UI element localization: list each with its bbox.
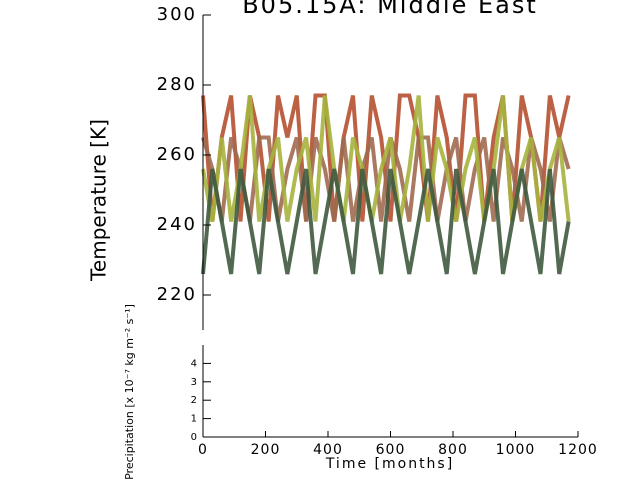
y-tick-label: 260 — [157, 144, 197, 165]
data-line — [201, 168, 571, 275]
x-axis-label: Time [months] — [325, 456, 454, 472]
data-line — [201, 95, 571, 222]
y-tick-label: 300 — [157, 4, 197, 25]
y-tick-label: 1 — [191, 414, 197, 425]
y-tick-label: 3 — [191, 377, 197, 388]
y-axis-label: Temperature [K] — [87, 119, 111, 282]
y-tick-label: 0 — [191, 432, 197, 443]
y-tick-label: 280 — [157, 74, 197, 95]
y-tick-label: 2 — [191, 395, 197, 406]
x-tick-label: 1000 — [496, 442, 536, 458]
chart-title: B05.15A: Middle East — [242, 0, 538, 19]
x-tick-label: 200 — [251, 442, 281, 458]
x-tick-label: 800 — [438, 442, 468, 458]
x-tick-label: 0 — [198, 442, 208, 458]
y-tick-label: 240 — [157, 214, 197, 235]
x-tick-label: 400 — [313, 442, 343, 458]
y-tick-label: 4 — [191, 358, 197, 369]
y-axis-label: Precipitation [x 10⁻⁷ kg m⁻² s⁻¹] — [123, 304, 136, 480]
x-tick-label: 600 — [376, 442, 406, 458]
y-tick-label: 220 — [157, 284, 197, 305]
x-tick-label: 1200 — [558, 442, 598, 458]
